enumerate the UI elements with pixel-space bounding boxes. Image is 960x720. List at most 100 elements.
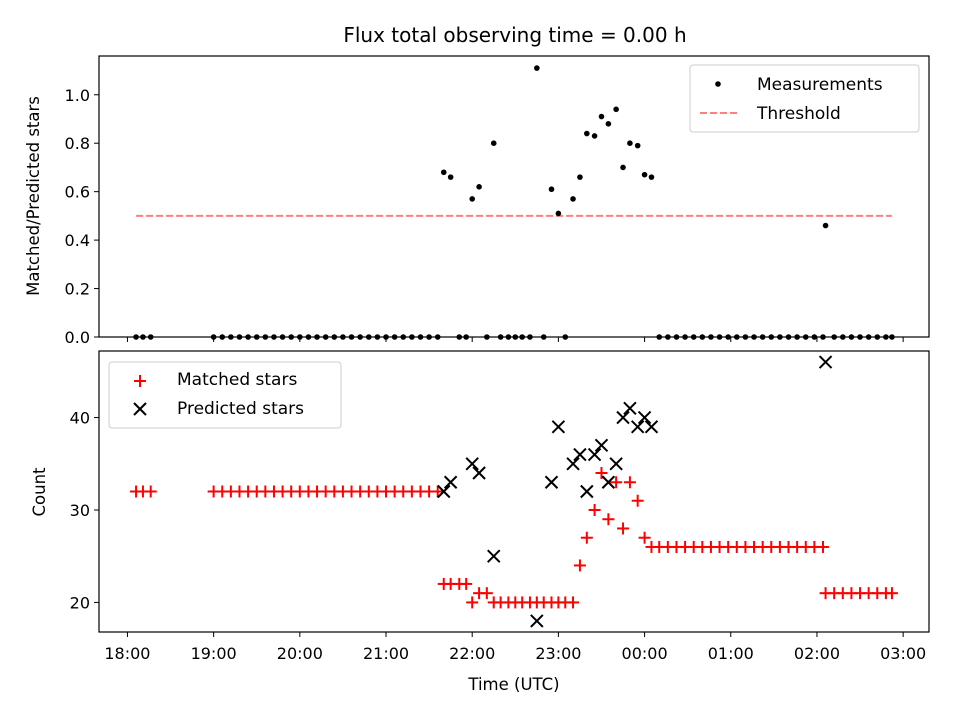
predicted-star-point <box>437 484 451 499</box>
measurement-point <box>733 334 740 340</box>
measurement-point <box>484 334 490 340</box>
bottom-y-tick-label: 30 <box>70 501 90 520</box>
predicted-star-point <box>487 549 501 563</box>
predicted-star-point <box>465 457 479 471</box>
top-y-tick-label: 0.0 <box>65 328 90 347</box>
matched-star-point <box>573 559 586 572</box>
measurement-point <box>534 65 540 71</box>
bottom-legend-box <box>108 361 342 429</box>
measurement-point <box>322 334 329 340</box>
measurement-point <box>759 334 766 340</box>
measurement-point <box>598 113 605 120</box>
threshold-legend-label: Threshold <box>756 104 841 124</box>
measurement-point <box>519 334 525 340</box>
measurement-point <box>253 334 260 340</box>
measurement-point <box>613 106 619 113</box>
measurement-point <box>440 169 447 176</box>
chart-title: Flux total observing time = 0.00 h <box>343 23 686 47</box>
matched-star-point <box>610 476 623 489</box>
measurement-point <box>245 334 251 340</box>
measurement-point <box>656 334 663 340</box>
predicted-star-point <box>443 475 458 489</box>
bottom-x-axis-label: Time (UTC) <box>467 675 559 694</box>
measurement-point <box>417 334 424 340</box>
measurement-point <box>648 174 655 180</box>
measurement-point <box>725 334 731 340</box>
measurement-point <box>620 164 626 171</box>
measurement-point <box>742 334 749 340</box>
matched-star-point <box>638 531 651 544</box>
measurement-point <box>591 133 598 139</box>
measurement-point <box>751 334 757 340</box>
predicted-star-point <box>609 457 623 471</box>
measurement-point <box>279 334 286 340</box>
measurement-point <box>490 140 497 147</box>
matched-star-point <box>460 577 473 590</box>
predicted-stars-legend-marker <box>133 402 147 416</box>
predicted-star-point <box>616 410 630 425</box>
predicted-star-point <box>580 484 594 499</box>
measurement-point <box>811 334 818 340</box>
matched-stars-legend-label: Matched stars <box>177 370 297 390</box>
top-y-tick-label: 0.4 <box>65 231 90 250</box>
predicted-star-point <box>637 410 652 425</box>
bottom-x-tick-label: 02:00 <box>794 644 840 663</box>
measurements-legend-marker <box>715 81 721 87</box>
measurement-point <box>555 210 562 217</box>
measurement-point <box>785 334 792 340</box>
top-y-tick-label: 0.6 <box>65 183 90 202</box>
measurement-point <box>883 334 889 340</box>
measurement-point <box>605 121 612 127</box>
predicted-star-point <box>573 447 587 462</box>
measurement-point <box>570 196 576 202</box>
measurement-point <box>641 171 648 178</box>
measurement-point <box>802 334 809 340</box>
predicted-star-point <box>544 475 559 489</box>
measurement-point <box>340 334 346 340</box>
measurement-point <box>365 334 372 340</box>
measurement-point <box>357 334 363 340</box>
measurement-point <box>831 334 837 340</box>
measurement-point <box>288 334 295 340</box>
measurement-point <box>505 334 512 340</box>
measurement-point <box>682 334 688 340</box>
bottom-x-tick-label: 21:00 <box>363 644 409 663</box>
measurement-point <box>512 334 519 340</box>
measurement-point <box>140 334 146 340</box>
bottom-y-axis-ticks: 20 30 40 <box>70 409 99 612</box>
bottom-x-tick-label: 22:00 <box>449 644 495 663</box>
top-legend: Measurements Threshold <box>689 64 920 133</box>
predicted-star-point <box>630 420 645 434</box>
measurement-point <box>794 334 800 340</box>
matched-star-point <box>588 503 601 516</box>
measurement-point <box>562 334 569 340</box>
measurement-point <box>820 334 826 340</box>
top-plot-marks <box>133 65 895 340</box>
predicted-star-point <box>551 420 566 434</box>
measurement-point <box>497 334 504 340</box>
measurement-point <box>210 334 217 340</box>
measurement-point <box>627 140 633 147</box>
measurement-point <box>540 334 547 340</box>
measurement-point <box>147 334 154 340</box>
measurement-point <box>822 222 829 229</box>
measurement-point <box>848 334 855 340</box>
bottom-y-axis-label: Count <box>30 467 49 517</box>
measurement-point <box>391 334 398 340</box>
bottom-x-tick-label: 03:00 <box>880 644 926 663</box>
measurement-point <box>865 334 872 340</box>
predicted-stars-legend-label: Predicted stars <box>177 399 304 419</box>
matched-star-point <box>580 531 593 544</box>
measurement-point <box>456 334 463 340</box>
bottom-x-tick-label: 19:00 <box>191 644 237 663</box>
top-y-axis-ticks: 0.0 0.2 0.4 0.6 0.8 1.0 <box>65 86 99 347</box>
measurement-point <box>262 334 269 340</box>
measurement-point <box>584 130 590 137</box>
matched-star-point <box>144 485 157 498</box>
measurement-point <box>383 334 389 340</box>
measurement-point <box>874 334 881 340</box>
predicted-star-point <box>623 401 637 416</box>
measurement-point <box>447 174 454 180</box>
matched-star-point <box>617 522 630 535</box>
predicted-star-point <box>594 438 609 452</box>
